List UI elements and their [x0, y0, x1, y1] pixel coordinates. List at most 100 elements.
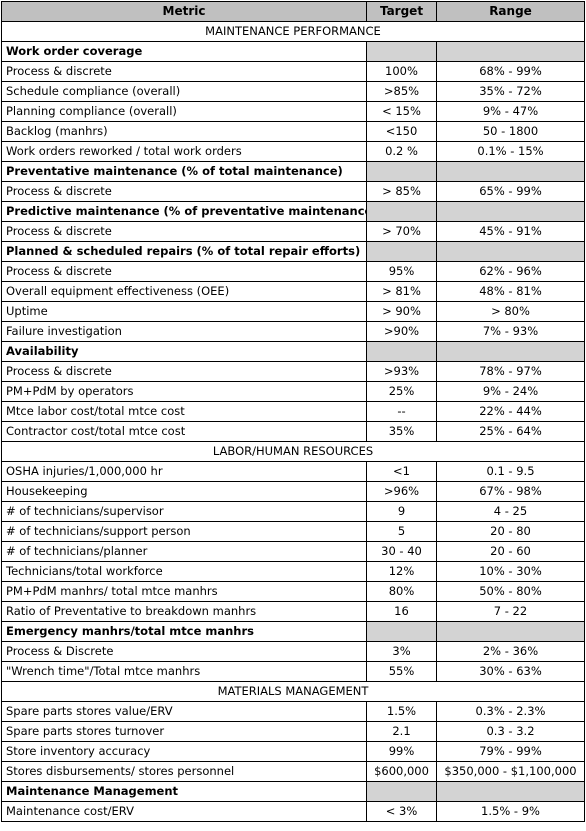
- target-cell: <150: [366, 121, 437, 142]
- target-cell: 16: [366, 601, 437, 622]
- table-row: Process & discrete > 85% 65% - 99%: [1, 181, 585, 202]
- table-row: # of technicians/planner 30 - 40 20 - 60: [1, 541, 585, 562]
- target-cell: >93%: [366, 361, 437, 382]
- metric-cell: # of technicians/planner: [1, 541, 367, 562]
- metric-cell: PM+PdM by operators: [1, 381, 367, 402]
- metric-cell: PM+PdM manhrs/ total mtce manhrs: [1, 581, 367, 602]
- metric-cell: Process & discrete: [1, 221, 367, 242]
- metric-cell: Process & discrete: [1, 361, 367, 382]
- subheading-row: Predictive maintenance (% of preventativ…: [1, 201, 585, 222]
- table-row: Process & Discrete 3% 2% - 36%: [1, 641, 585, 662]
- target-cell: <1: [366, 461, 437, 482]
- target-cell: 30 - 40: [366, 541, 437, 562]
- metric-cell: # of technicians/support person: [1, 521, 367, 542]
- table-row: # of technicians/support person 5 20 - 80: [1, 521, 585, 542]
- metric-cell: Housekeeping: [1, 481, 367, 502]
- shaded-cell: [436, 201, 585, 222]
- target-cell: 2.1: [366, 721, 437, 742]
- metric-cell: Planning compliance (overall): [1, 101, 367, 122]
- subheading-label: Maintenance Management: [1, 781, 367, 802]
- shaded-cell: [366, 621, 437, 642]
- target-cell: > 70%: [366, 221, 437, 242]
- table-row: Stores disbursements/ stores personnel $6…: [1, 761, 585, 782]
- table-row: Technicians/total workforce 12% 10% - 30%: [1, 561, 585, 582]
- shaded-cell: [366, 241, 437, 262]
- table-row: Process & discrete >93% 78% - 97%: [1, 361, 585, 382]
- range-cell: 30% - 63%: [436, 661, 585, 682]
- metric-cell: Maintenance cost/ERV: [1, 801, 367, 822]
- metric-cell: Process & discrete: [1, 261, 367, 282]
- shaded-cell: [366, 341, 437, 362]
- range-cell: $350,000 - $1,100,000: [436, 761, 585, 782]
- subheading-row: Planned & scheduled repairs (% of total …: [1, 241, 585, 262]
- table-row: PM+PdM by operators 25% 9% - 24%: [1, 381, 585, 402]
- metric-cell: Process & discrete: [1, 61, 367, 82]
- target-cell: > 85%: [366, 181, 437, 202]
- subheading-label: Planned & scheduled repairs (% of total …: [1, 241, 367, 262]
- subheading-row: Availability: [1, 341, 585, 362]
- subheading-label: Availability: [1, 341, 367, 362]
- table-row: Mtce labor cost/total mtce cost -- 22% - 4…: [1, 401, 585, 422]
- range-cell: 0.3% - 2.3%: [436, 701, 585, 722]
- table-row: Contractor cost/total mtce cost 35% 25% - …: [1, 421, 585, 442]
- metric-cell: Store inventory accuracy: [1, 741, 367, 762]
- target-cell: >90%: [366, 321, 437, 342]
- table-body: MAINTENANCE PERFORMANCE Work order covera…: [1, 21, 585, 822]
- table-row: Process & discrete 95% 62% - 96%: [1, 261, 585, 282]
- metric-cell: "Wrench time"/Total mtce manhrs: [1, 661, 367, 682]
- metric-cell: Process & discrete: [1, 181, 367, 202]
- header-metric: Metric: [1, 1, 367, 22]
- range-cell: 78% - 97%: [436, 361, 585, 382]
- target-cell: > 81%: [366, 281, 437, 302]
- shaded-cell: [436, 241, 585, 262]
- target-cell: 0.2 %: [366, 141, 437, 162]
- metric-cell: Failure investigation: [1, 321, 367, 342]
- shaded-cell: [436, 621, 585, 642]
- subheading-label: Predictive maintenance (% of preventativ…: [1, 201, 367, 222]
- range-cell: 65% - 99%: [436, 181, 585, 202]
- section-title: LABOR/HUMAN RESOURCES: [1, 441, 585, 462]
- shaded-cell: [366, 201, 437, 222]
- range-cell: 79% - 99%: [436, 741, 585, 762]
- target-cell: > 90%: [366, 301, 437, 322]
- target-cell: >96%: [366, 481, 437, 502]
- shaded-cell: [366, 41, 437, 62]
- metric-cell: Stores disbursements/ stores personnel: [1, 761, 367, 782]
- range-cell: 35% - 72%: [436, 81, 585, 102]
- subheading-row: Emergency manhrs/total mtce manhrs: [1, 621, 585, 642]
- shaded-cell: [366, 161, 437, 182]
- target-cell: 100%: [366, 61, 437, 82]
- range-cell: 9% - 47%: [436, 101, 585, 122]
- subheading-label: Work order coverage: [1, 41, 367, 62]
- table-row: Process & discrete > 70% 45% - 91%: [1, 221, 585, 242]
- table-row: Failure investigation >90% 7% - 93%: [1, 321, 585, 342]
- target-cell: 55%: [366, 661, 437, 682]
- shaded-cell: [436, 341, 585, 362]
- target-cell: 9: [366, 501, 437, 522]
- table-row: Uptime > 90% > 80%: [1, 301, 585, 322]
- section-title: MATERIALS MANAGEMENT: [1, 681, 585, 702]
- metric-cell: Overall equipment effectiveness (OEE): [1, 281, 367, 302]
- metric-cell: Contractor cost/total mtce cost: [1, 421, 367, 442]
- target-cell: < 3%: [366, 801, 437, 822]
- range-cell: 0.3 - 3.2: [436, 721, 585, 742]
- target-cell: 95%: [366, 261, 437, 282]
- target-cell: 12%: [366, 561, 437, 582]
- table-row: "Wrench time"/Total mtce manhrs 55% 30% - …: [1, 661, 585, 682]
- target-cell: $600,000: [366, 761, 437, 782]
- metric-cell: OSHA injuries/1,000,000 hr: [1, 461, 367, 482]
- range-cell: 22% - 44%: [436, 401, 585, 422]
- range-cell: 0.1% - 15%: [436, 141, 585, 162]
- table-row: Process & discrete 100% 68% - 99%: [1, 61, 585, 82]
- range-cell: 7 - 22: [436, 601, 585, 622]
- table-row: PM+PdM manhrs/ total mtce manhrs 80% 50% -…: [1, 581, 585, 602]
- range-cell: 50% - 80%: [436, 581, 585, 602]
- table-row: Work orders reworked / total work orders…: [1, 141, 585, 162]
- subheading-label: Preventative maintenance (% of total mai…: [1, 161, 367, 182]
- header-range: Range: [436, 1, 585, 22]
- target-cell: 3%: [366, 641, 437, 662]
- metric-cell: Spare parts stores value/ERV: [1, 701, 367, 722]
- range-cell: 45% - 91%: [436, 221, 585, 242]
- range-cell: 68% - 99%: [436, 61, 585, 82]
- metric-cell: Process & Discrete: [1, 641, 367, 662]
